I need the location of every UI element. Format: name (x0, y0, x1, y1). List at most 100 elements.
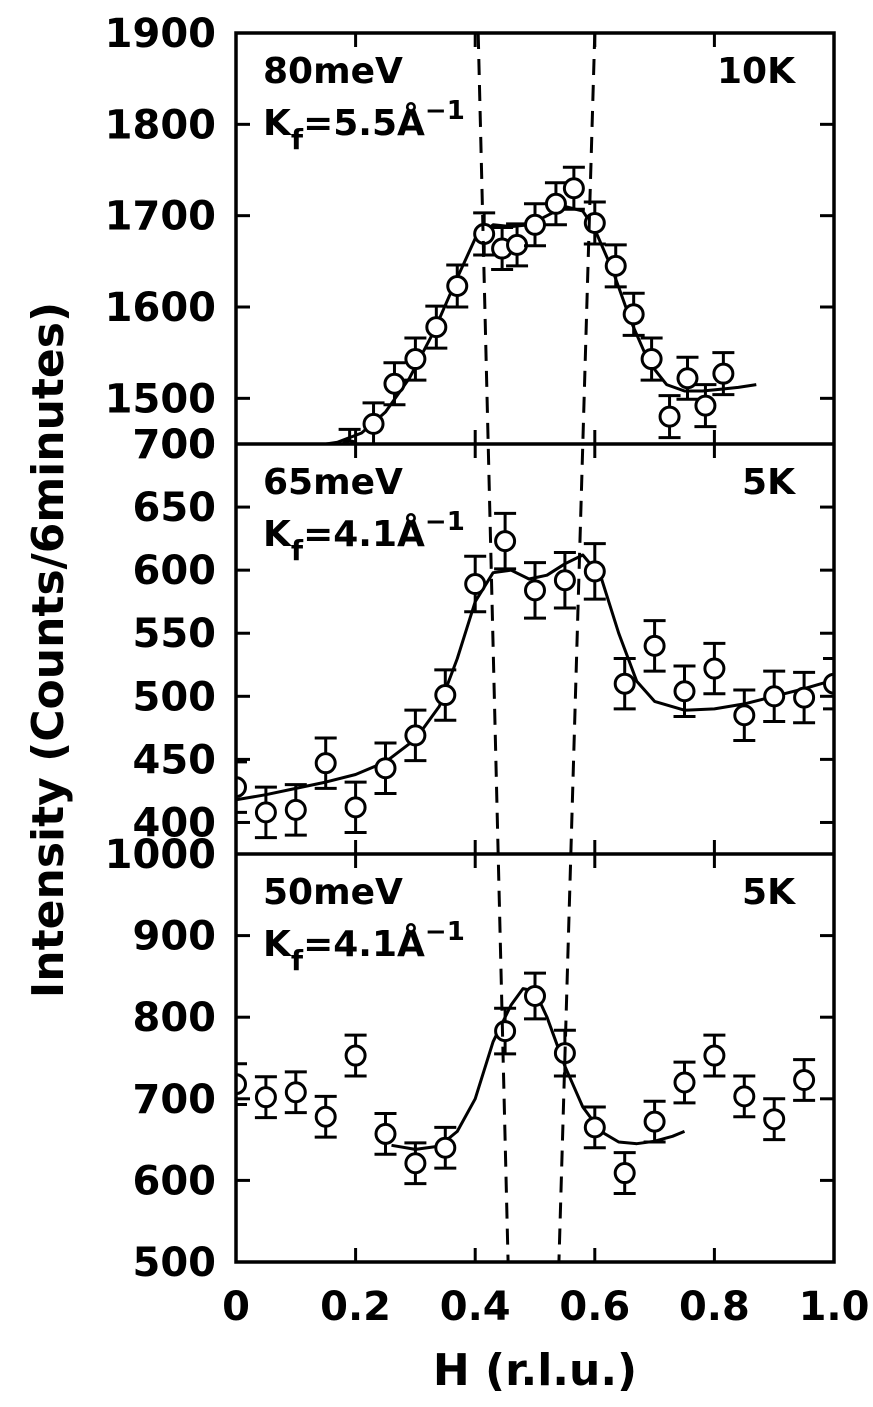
energy-label: 80meV (263, 51, 403, 92)
point-marker (733, 1085, 756, 1108)
data-point (604, 243, 627, 289)
kf-value: =5.5Å (303, 102, 425, 144)
data-point (362, 401, 385, 444)
point-marker (404, 1152, 427, 1175)
data-point (553, 550, 576, 610)
data-point (254, 1075, 277, 1120)
data-point (658, 394, 681, 440)
data-point (344, 1033, 367, 1078)
data-point (793, 670, 816, 725)
point-marker (446, 274, 469, 297)
data-point (823, 656, 834, 711)
data-point (676, 355, 699, 401)
point-marker (362, 412, 385, 435)
data-point (383, 361, 406, 407)
kf-superscript: −1 (425, 507, 465, 537)
data-point (583, 1105, 606, 1150)
y-tick-label: 900 (133, 914, 217, 960)
data-point (622, 291, 645, 337)
point-marker (284, 1081, 307, 1104)
data-point (562, 165, 585, 211)
point-marker (236, 1073, 247, 1096)
point-marker (434, 684, 457, 707)
x-axis: 0 0.2 0.4 0.6 0.8 1.0 (222, 1284, 869, 1330)
point-marker (613, 672, 636, 695)
data-point (793, 1058, 816, 1102)
x-tick-label: 1.0 (799, 1284, 870, 1330)
point-marker (673, 1071, 696, 1094)
data-point (733, 1074, 756, 1119)
kf-label: Kf=4.1Å−1 (263, 917, 465, 977)
data-point (733, 688, 756, 742)
energy-label: 65meV (263, 462, 403, 503)
panel-data (236, 511, 834, 840)
y-tick-label: 1700 (105, 194, 216, 240)
point-marker (524, 984, 546, 1007)
point-marker (344, 1044, 367, 1067)
data-point (374, 1111, 397, 1156)
data-point (643, 619, 666, 673)
y-tick-label: 600 (133, 1158, 217, 1204)
point-marker (763, 1108, 786, 1131)
panel-data (315, 165, 757, 444)
temperature-label: 5K (742, 462, 796, 503)
point-marker (583, 1116, 606, 1139)
point-marker (374, 757, 397, 780)
y-tick-label: 700 (133, 1077, 217, 1123)
point-marker (703, 657, 726, 680)
dashed-guide-line (557, 32, 597, 1263)
point-marker (284, 798, 307, 821)
plot-frame (234, 31, 836, 1264)
y-tick-label: 1900 (105, 11, 216, 57)
dashed-guide-lines (476, 32, 597, 1263)
point-marker (604, 254, 627, 277)
point-marker (562, 177, 585, 200)
point-marker (793, 1069, 816, 1092)
data-point (673, 1060, 696, 1105)
point-marker (694, 394, 717, 417)
data-point (284, 1070, 307, 1115)
data-point (524, 561, 546, 620)
temperature-label: 10K (717, 51, 796, 92)
y-tick-label: 500 (133, 674, 217, 720)
kf-prefix: K (263, 924, 292, 965)
point-marker (643, 634, 666, 657)
point-marker (254, 801, 277, 824)
data-point (434, 668, 457, 722)
data-point (712, 351, 735, 397)
data-point (344, 780, 367, 835)
data-point (640, 336, 663, 382)
data-point (694, 383, 717, 429)
data-point (434, 1125, 457, 1170)
point-marker (314, 752, 337, 775)
data-point (404, 1141, 427, 1186)
data-point (524, 971, 546, 1021)
data-point (314, 1094, 337, 1139)
point-marker (254, 1086, 277, 1109)
point-marker (763, 685, 786, 708)
point-marker (676, 367, 699, 390)
point-marker (793, 686, 816, 709)
panel-data (236, 971, 816, 1195)
kf-subscript: f (291, 534, 304, 567)
dashed-guide-line (476, 32, 510, 1263)
point-marker (524, 213, 546, 236)
panels: 7001500160017001800190080meVKf=5.5Å−110K… (105, 11, 836, 1286)
data-point (613, 656, 636, 711)
point-marker (622, 303, 645, 326)
point-marker (733, 704, 756, 727)
data-point (583, 542, 606, 601)
point-marker (434, 1136, 457, 1159)
data-point (494, 511, 517, 571)
y-tick-label: 550 (133, 611, 217, 657)
energy-label: 50meV (263, 872, 403, 913)
data-point (494, 1006, 517, 1056)
kf-value: =4.1Å (303, 923, 425, 965)
x-axis-title: H (r.l.u.) (433, 1345, 637, 1396)
point-marker (494, 1020, 517, 1043)
x-tick-label: 0.4 (440, 1284, 511, 1330)
point-marker (524, 579, 546, 602)
